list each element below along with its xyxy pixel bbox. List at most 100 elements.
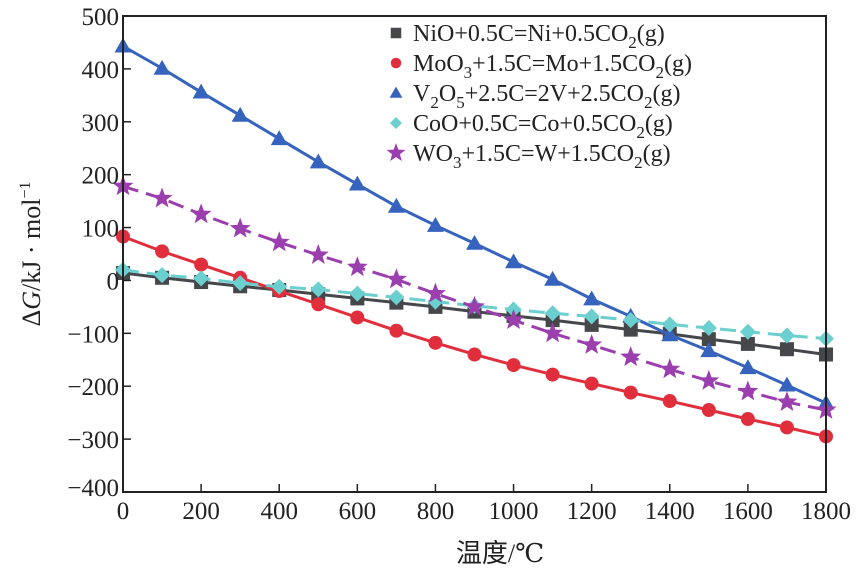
data-point: [544, 305, 561, 322]
x-tick-label: 0: [117, 498, 130, 525]
x-tick-label: 1000: [489, 498, 539, 525]
data-point: [779, 342, 794, 357]
data-point: [467, 347, 482, 362]
y-tick-label: 300: [82, 110, 120, 137]
x-tick-label: 1800: [801, 498, 851, 525]
data-point: [776, 391, 798, 411]
data-point: [584, 317, 599, 332]
data-point: [661, 316, 678, 333]
data-point: [739, 323, 756, 340]
y-tick-label: 400: [82, 57, 120, 84]
legend-label: WO3+1.5C=W+1.5CO2(g): [413, 141, 671, 172]
legend: NiO+0.5C=Ni+0.5CO2(g)MoO3+1.5C=Mo+1.5CO2…: [386, 21, 692, 172]
data-point: [700, 320, 717, 337]
data-point: [620, 346, 642, 367]
data-point: [194, 257, 209, 272]
series-1: [116, 229, 833, 444]
legend-marker: [390, 117, 402, 129]
series-line: [122, 235, 827, 438]
legend-marker: [386, 143, 406, 162]
data-point: [623, 385, 638, 400]
series-3: [115, 261, 834, 347]
legend-marker: [390, 27, 402, 39]
y-tick-label: 100: [82, 216, 120, 243]
data-point: [581, 333, 603, 354]
data-point: [583, 290, 601, 306]
plot-frame: [122, 15, 827, 493]
data-point: [389, 323, 404, 338]
data-point: [662, 394, 677, 409]
data-point: [349, 285, 366, 302]
data-point: [661, 326, 679, 342]
data-point: [464, 295, 485, 316]
data-point: [544, 270, 562, 286]
data-point: [268, 231, 290, 252]
data-point: [153, 59, 171, 75]
data-point: [659, 358, 681, 379]
data-point: [190, 203, 212, 224]
data-point: [737, 380, 759, 401]
y-tick-label: 0: [107, 268, 120, 295]
data-point: [309, 153, 327, 169]
data-point: [387, 197, 405, 213]
x-tick-label: 200: [182, 498, 220, 525]
data-point: [426, 216, 444, 232]
data-point: [346, 256, 368, 277]
data-point: [424, 282, 446, 303]
x-tick-label: 1600: [723, 498, 773, 525]
data-point: [583, 308, 600, 325]
data-point: [154, 267, 171, 284]
data-point: [428, 335, 443, 350]
data-point: [740, 336, 755, 351]
data-point: [545, 367, 560, 382]
legend-marker: [389, 86, 403, 98]
data-point: [701, 332, 716, 347]
data-point: [151, 187, 173, 208]
data-point: [385, 268, 407, 289]
legend-label: MoO3+1.5C=Mo+1.5CO2(g): [413, 51, 692, 82]
legend-item: V2O5+2.5C=2V+2.5CO2(g): [389, 81, 680, 112]
data-point: [778, 376, 796, 392]
data-point: [466, 234, 483, 250]
data-point: [271, 278, 288, 295]
data-point: [232, 275, 249, 292]
data-point: [584, 376, 599, 391]
data-point: [310, 281, 327, 298]
x-tick-label: 1200: [567, 498, 617, 525]
y-tick-label: 500: [82, 4, 120, 31]
data-point: [307, 244, 329, 264]
data-point: [388, 289, 405, 306]
y-tick-label: −100: [67, 321, 119, 348]
data-point: [700, 342, 718, 358]
legend-item: NiO+0.5C=Ni+0.5CO2(g): [390, 21, 665, 52]
data-point: [270, 130, 288, 146]
data-point: [778, 327, 795, 344]
legend-item: MoO3+1.5C=Mo+1.5CO2(g): [390, 51, 692, 82]
axes: 0 200 400 600 800 1000 1200 1400 1600 1800−400−30…: [67, 4, 851, 525]
series-2: [114, 37, 835, 410]
x-tick-label: 400: [260, 498, 298, 525]
legend-marker: [390, 57, 402, 69]
legend-label: V2O5+2.5C=2V+2.5CO2(g): [413, 81, 680, 112]
data-point: [740, 412, 755, 427]
data-point: [155, 244, 170, 259]
legend-item: WO3+1.5C=W+1.5CO2(g): [386, 141, 671, 172]
data-point: [192, 83, 210, 99]
data-point: [311, 297, 326, 312]
data-point: [193, 270, 210, 287]
data-point: [506, 358, 521, 373]
x-tick-label: 600: [339, 498, 377, 525]
x-tick-label: 1400: [645, 498, 695, 525]
x-tick-label: 800: [417, 498, 455, 525]
data-point: [779, 420, 794, 435]
legend-item: CoO+0.5C=Co+0.5CO2(g): [390, 111, 673, 142]
data-point: [231, 106, 249, 122]
legend-label: CoO+0.5C=Co+0.5CO2(g): [413, 111, 673, 142]
y-tick-label: −200: [67, 374, 119, 401]
data-point: [229, 217, 251, 238]
data-point: [503, 309, 525, 330]
y-tick-label: 200: [82, 163, 120, 190]
data-point: [505, 253, 523, 269]
data-point: [350, 310, 365, 325]
